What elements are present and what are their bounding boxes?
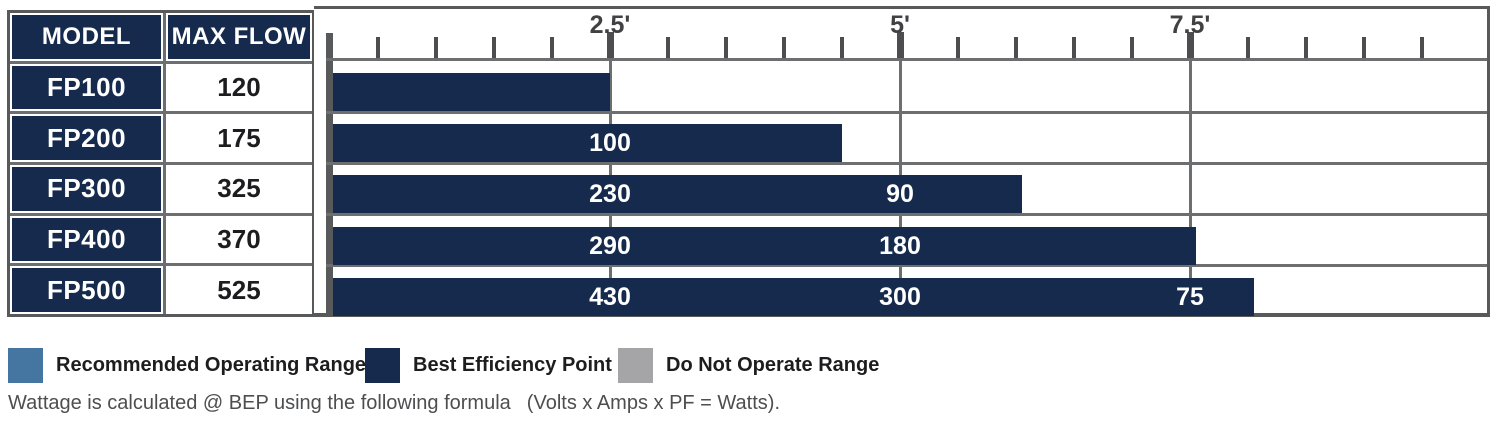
axis-zero-bar — [326, 33, 333, 317]
max-flow-cell: 120 — [166, 63, 312, 112]
bep-flow-label: 100 — [589, 129, 631, 158]
major-tick-mark — [606, 32, 614, 58]
model-cell: FP300 — [10, 165, 163, 213]
bep-flow-label: 290 — [589, 231, 631, 260]
tick-mark — [1072, 37, 1076, 58]
axis-tick-label: 2.5' — [589, 11, 631, 39]
tick-mark — [1246, 37, 1250, 58]
major-tick-mark — [1186, 32, 1194, 58]
tick-mark — [1420, 37, 1424, 58]
model-cell: FP200 — [10, 114, 163, 162]
footnote-formula: (Volts x Amps x PF = Watts). — [526, 392, 780, 414]
model-max-flow-table: MODEL MAX FLOW FP100 120 FP200 175 FP300 325 F… — [7, 10, 315, 317]
tick-mark — [492, 37, 496, 58]
tick-mark — [840, 37, 844, 58]
legend-item: Best Efficiency Point — [365, 348, 612, 383]
flow-bar — [333, 226, 1196, 265]
model-cell: FP400 — [10, 215, 163, 264]
max-flow-cell: 525 — [166, 266, 312, 314]
footnote: Wattage is calculated @ BEP using the fo… — [8, 392, 780, 415]
legend-item: Recommended Operating Range — [8, 348, 366, 383]
legend: Recommended Operating Range Best Efficien… — [0, 348, 1500, 384]
chart-border-top — [314, 6, 1490, 9]
bep-flow-label: 90 — [886, 180, 914, 209]
footnote-text: Wattage is calculated @ BEP using the fo… — [8, 392, 511, 414]
tick-mark — [550, 37, 554, 58]
bep-flow-label: 230 — [589, 180, 631, 209]
max-flow-cell: 325 — [166, 165, 312, 213]
axis-tick-label: 5' — [890, 11, 910, 39]
axis-tick-label: 7.5' — [1169, 11, 1211, 39]
legend-swatch — [365, 348, 400, 383]
flow-bar — [333, 175, 1022, 214]
flow-bar — [333, 124, 842, 163]
tick-mark — [1304, 37, 1308, 58]
bep-flow-label: 300 — [879, 282, 921, 311]
tick-mark — [376, 37, 380, 58]
legend-label: Do Not Operate Range — [666, 354, 880, 376]
table-header-model: MODEL — [10, 13, 163, 61]
tick-mark — [956, 37, 960, 58]
model-cell: FP500 — [10, 266, 163, 314]
major-tick-mark — [896, 32, 904, 58]
flow-vs-head-chart: 2.5' 5' 7.5' 100 230 90 290 180 430 300 75 — [314, 6, 1490, 317]
tick-mark — [1362, 37, 1366, 58]
tick-mark — [666, 37, 670, 58]
flow-bar — [333, 277, 1254, 316]
legend-swatch — [618, 348, 653, 383]
tick-baseline — [326, 58, 1487, 61]
tick-mark — [1130, 37, 1134, 58]
legend-swatch — [8, 348, 43, 383]
row-separator — [326, 161, 1487, 165]
flow-bar — [333, 73, 610, 111]
chart-border-right — [1487, 6, 1490, 317]
row-separator — [326, 110, 1487, 114]
bep-flow-label: 430 — [589, 282, 631, 311]
bep-flow-label: 75 — [1176, 282, 1204, 311]
max-flow-cell: 175 — [166, 114, 312, 162]
legend-label: Recommended Operating Range — [56, 354, 367, 376]
row-separator — [326, 264, 1487, 268]
max-flow-cell: 370 — [166, 215, 312, 264]
tick-mark — [782, 37, 786, 58]
legend-label: Best Efficiency Point — [413, 354, 612, 376]
bep-flow-label: 180 — [879, 231, 921, 260]
gridline — [1188, 58, 1192, 313]
tick-mark — [434, 37, 438, 58]
row-separator — [326, 213, 1487, 217]
tick-mark — [724, 37, 728, 58]
model-cell: FP100 — [10, 63, 163, 112]
table-header-max-flow: MAX FLOW — [166, 13, 312, 61]
tick-mark — [1014, 37, 1018, 58]
legend-item: Do Not Operate Range — [618, 348, 879, 383]
